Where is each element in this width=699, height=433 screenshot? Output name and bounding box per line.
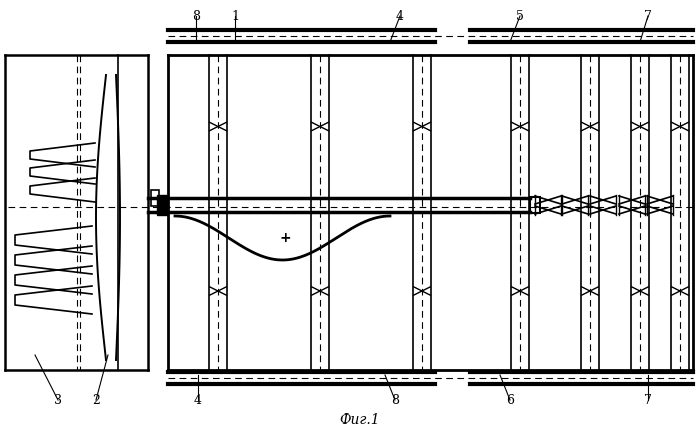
Text: 7: 7 [644,394,652,407]
Text: 7: 7 [644,10,652,23]
Bar [157,195,167,215]
Text: 4: 4 [396,10,404,23]
Bar [151,190,159,206]
Text: 8: 8 [391,394,399,407]
Text: 1: 1 [231,10,239,23]
Text: 6: 6 [506,394,514,407]
Text: 5: 5 [516,10,524,23]
Text: 3: 3 [54,394,62,407]
Text: +: + [279,231,291,245]
Text: 2: 2 [92,394,100,407]
Text: Фиг.1: Фиг.1 [340,413,380,427]
Text: 8: 8 [192,10,200,23]
Bar [530,197,540,213]
Text: 4: 4 [194,394,202,407]
